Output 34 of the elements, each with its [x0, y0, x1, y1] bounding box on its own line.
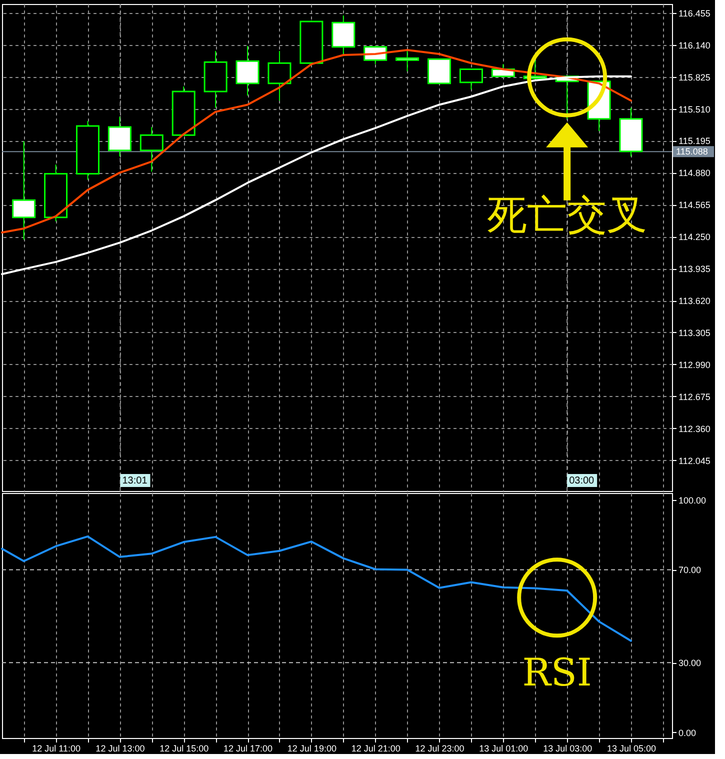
y-tick-label: 100.00 — [678, 495, 706, 506]
x-tick-label: 12 Jul 13:00 — [96, 744, 145, 754]
x-tick-label: 12 Jul 23:00 — [415, 744, 464, 754]
y-tick-label: 112.360 — [678, 424, 710, 434]
y-tick-label: 113.305 — [678, 328, 710, 338]
y-tick-label: 114.250 — [678, 232, 710, 242]
y-tick-label: 30.00 — [678, 658, 702, 668]
annotation: RSI — [522, 650, 592, 695]
y-tick-label: 112.990 — [678, 360, 710, 370]
x-tick-label: 12 Jul 19:00 — [287, 744, 336, 754]
y-tick-label: 113.620 — [678, 296, 710, 306]
x-tick-label: 13 Jul 03:00 — [543, 744, 592, 754]
y-tick-label: 70.00 — [678, 565, 702, 576]
x-tick-label: 12 Jul 21:00 — [351, 744, 400, 754]
y-tick-label: 115.825 — [678, 72, 710, 82]
y-tick-label: 113.935 — [678, 264, 710, 274]
x-tick-label: 12 Jul 17:00 — [224, 744, 273, 754]
annotation: 死亡交叉 — [487, 192, 648, 238]
y-tick-label: 112.675 — [678, 392, 710, 402]
y-tick-label: 112.045 — [678, 456, 710, 466]
x-tick-label: 12 Jul 11:00 — [32, 744, 80, 754]
ref-line-label: 115.088 — [676, 146, 708, 157]
y-tick-label: 116.455 — [678, 8, 710, 18]
y-tick-label: 116.140 — [678, 40, 710, 50]
y-tick-label: 115.510 — [678, 104, 710, 114]
x-tick-label: 12 Jul 15:00 — [160, 744, 209, 754]
ref-line-label: 03:00 — [569, 476, 595, 486]
y-tick-label: 114.565 — [678, 200, 710, 210]
ref-line-label: 13:01 — [122, 476, 148, 486]
y-tick-label: 115.195 — [678, 136, 710, 146]
x-tick-label: 13 Jul 01:00 — [479, 744, 528, 754]
y-tick-label: 114.880 — [678, 168, 710, 178]
x-tick-label: 13 Jul 05:00 — [606, 744, 656, 754]
y-tick-label: 0.00 — [678, 728, 696, 738]
